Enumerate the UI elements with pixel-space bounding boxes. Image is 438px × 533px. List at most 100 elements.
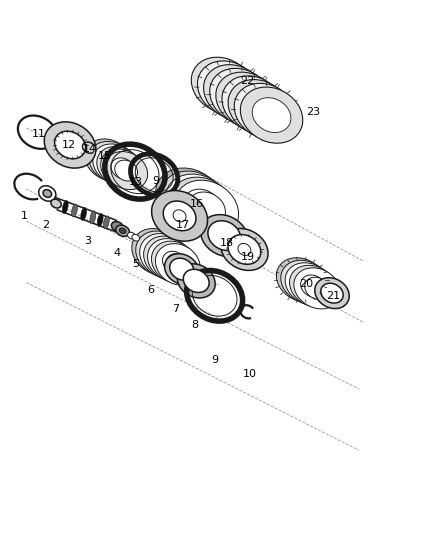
- Ellipse shape: [105, 151, 148, 190]
- Text: 6: 6: [148, 286, 155, 295]
- Ellipse shape: [163, 201, 196, 231]
- Text: 17: 17: [176, 220, 190, 230]
- Text: 23: 23: [306, 107, 320, 117]
- Ellipse shape: [285, 263, 333, 305]
- Ellipse shape: [210, 68, 272, 125]
- Text: 4: 4: [114, 248, 121, 258]
- Ellipse shape: [201, 215, 248, 256]
- Ellipse shape: [184, 189, 221, 223]
- Ellipse shape: [136, 231, 185, 277]
- Ellipse shape: [43, 190, 52, 197]
- Text: 7: 7: [172, 304, 179, 314]
- Ellipse shape: [212, 74, 246, 104]
- Ellipse shape: [100, 151, 124, 173]
- Ellipse shape: [248, 96, 283, 127]
- Ellipse shape: [198, 61, 260, 117]
- Ellipse shape: [90, 211, 96, 224]
- Text: 5: 5: [132, 259, 139, 269]
- Ellipse shape: [228, 235, 261, 264]
- Ellipse shape: [140, 233, 188, 278]
- Ellipse shape: [103, 216, 109, 229]
- Ellipse shape: [71, 204, 78, 217]
- Ellipse shape: [179, 187, 217, 221]
- Text: 10: 10: [243, 369, 257, 379]
- Ellipse shape: [165, 254, 199, 285]
- Text: 21: 21: [326, 291, 340, 301]
- Ellipse shape: [101, 149, 145, 188]
- Ellipse shape: [252, 98, 291, 133]
- Ellipse shape: [155, 244, 200, 285]
- Ellipse shape: [144, 236, 191, 280]
- Ellipse shape: [174, 183, 213, 219]
- Ellipse shape: [290, 265, 337, 307]
- Ellipse shape: [297, 273, 322, 295]
- Ellipse shape: [132, 235, 140, 241]
- Ellipse shape: [160, 171, 227, 231]
- Ellipse shape: [276, 258, 326, 302]
- Text: 8: 8: [191, 320, 198, 330]
- Ellipse shape: [228, 83, 266, 118]
- Ellipse shape: [144, 239, 170, 264]
- Ellipse shape: [119, 228, 126, 233]
- Text: 15: 15: [98, 151, 112, 161]
- Ellipse shape: [228, 79, 290, 136]
- Ellipse shape: [148, 242, 173, 265]
- Ellipse shape: [104, 154, 127, 175]
- Ellipse shape: [177, 264, 215, 298]
- Ellipse shape: [222, 76, 284, 132]
- Ellipse shape: [305, 277, 329, 300]
- Ellipse shape: [240, 90, 279, 125]
- Ellipse shape: [62, 200, 68, 214]
- Text: 9: 9: [152, 176, 159, 186]
- Text: 14: 14: [83, 144, 97, 154]
- Text: 1: 1: [21, 211, 28, 221]
- Ellipse shape: [162, 251, 186, 273]
- Ellipse shape: [294, 268, 340, 309]
- Ellipse shape: [224, 81, 258, 112]
- Ellipse shape: [321, 283, 343, 303]
- Text: 2: 2: [42, 220, 49, 230]
- Ellipse shape: [111, 222, 124, 231]
- Text: 13: 13: [129, 177, 143, 187]
- Ellipse shape: [166, 254, 190, 275]
- Ellipse shape: [115, 160, 138, 181]
- Ellipse shape: [96, 149, 121, 171]
- Ellipse shape: [315, 278, 349, 309]
- Ellipse shape: [132, 229, 182, 274]
- Ellipse shape: [93, 144, 138, 184]
- Ellipse shape: [173, 210, 186, 222]
- Ellipse shape: [293, 270, 318, 294]
- Text: 11: 11: [32, 130, 46, 139]
- Ellipse shape: [116, 225, 130, 237]
- Text: 12: 12: [62, 140, 76, 150]
- Ellipse shape: [51, 199, 61, 208]
- Ellipse shape: [203, 68, 242, 103]
- Ellipse shape: [216, 72, 278, 128]
- Text: 16: 16: [190, 199, 204, 209]
- Ellipse shape: [167, 205, 192, 227]
- Ellipse shape: [165, 174, 231, 233]
- Ellipse shape: [221, 229, 268, 270]
- Ellipse shape: [151, 244, 177, 268]
- Text: 18: 18: [220, 238, 234, 247]
- Ellipse shape: [170, 258, 194, 280]
- Ellipse shape: [155, 247, 180, 269]
- Ellipse shape: [234, 83, 297, 140]
- Ellipse shape: [238, 244, 251, 255]
- Ellipse shape: [44, 122, 96, 168]
- Ellipse shape: [111, 158, 134, 179]
- Ellipse shape: [175, 180, 239, 238]
- Ellipse shape: [97, 214, 103, 227]
- Ellipse shape: [127, 232, 135, 239]
- Ellipse shape: [85, 139, 132, 181]
- Ellipse shape: [188, 192, 226, 226]
- Ellipse shape: [55, 131, 85, 159]
- Ellipse shape: [281, 260, 330, 304]
- Text: 22: 22: [240, 76, 254, 86]
- Ellipse shape: [300, 275, 326, 297]
- Ellipse shape: [204, 64, 266, 121]
- Ellipse shape: [240, 87, 303, 143]
- Ellipse shape: [97, 147, 141, 186]
- Ellipse shape: [107, 156, 131, 177]
- Ellipse shape: [289, 268, 314, 292]
